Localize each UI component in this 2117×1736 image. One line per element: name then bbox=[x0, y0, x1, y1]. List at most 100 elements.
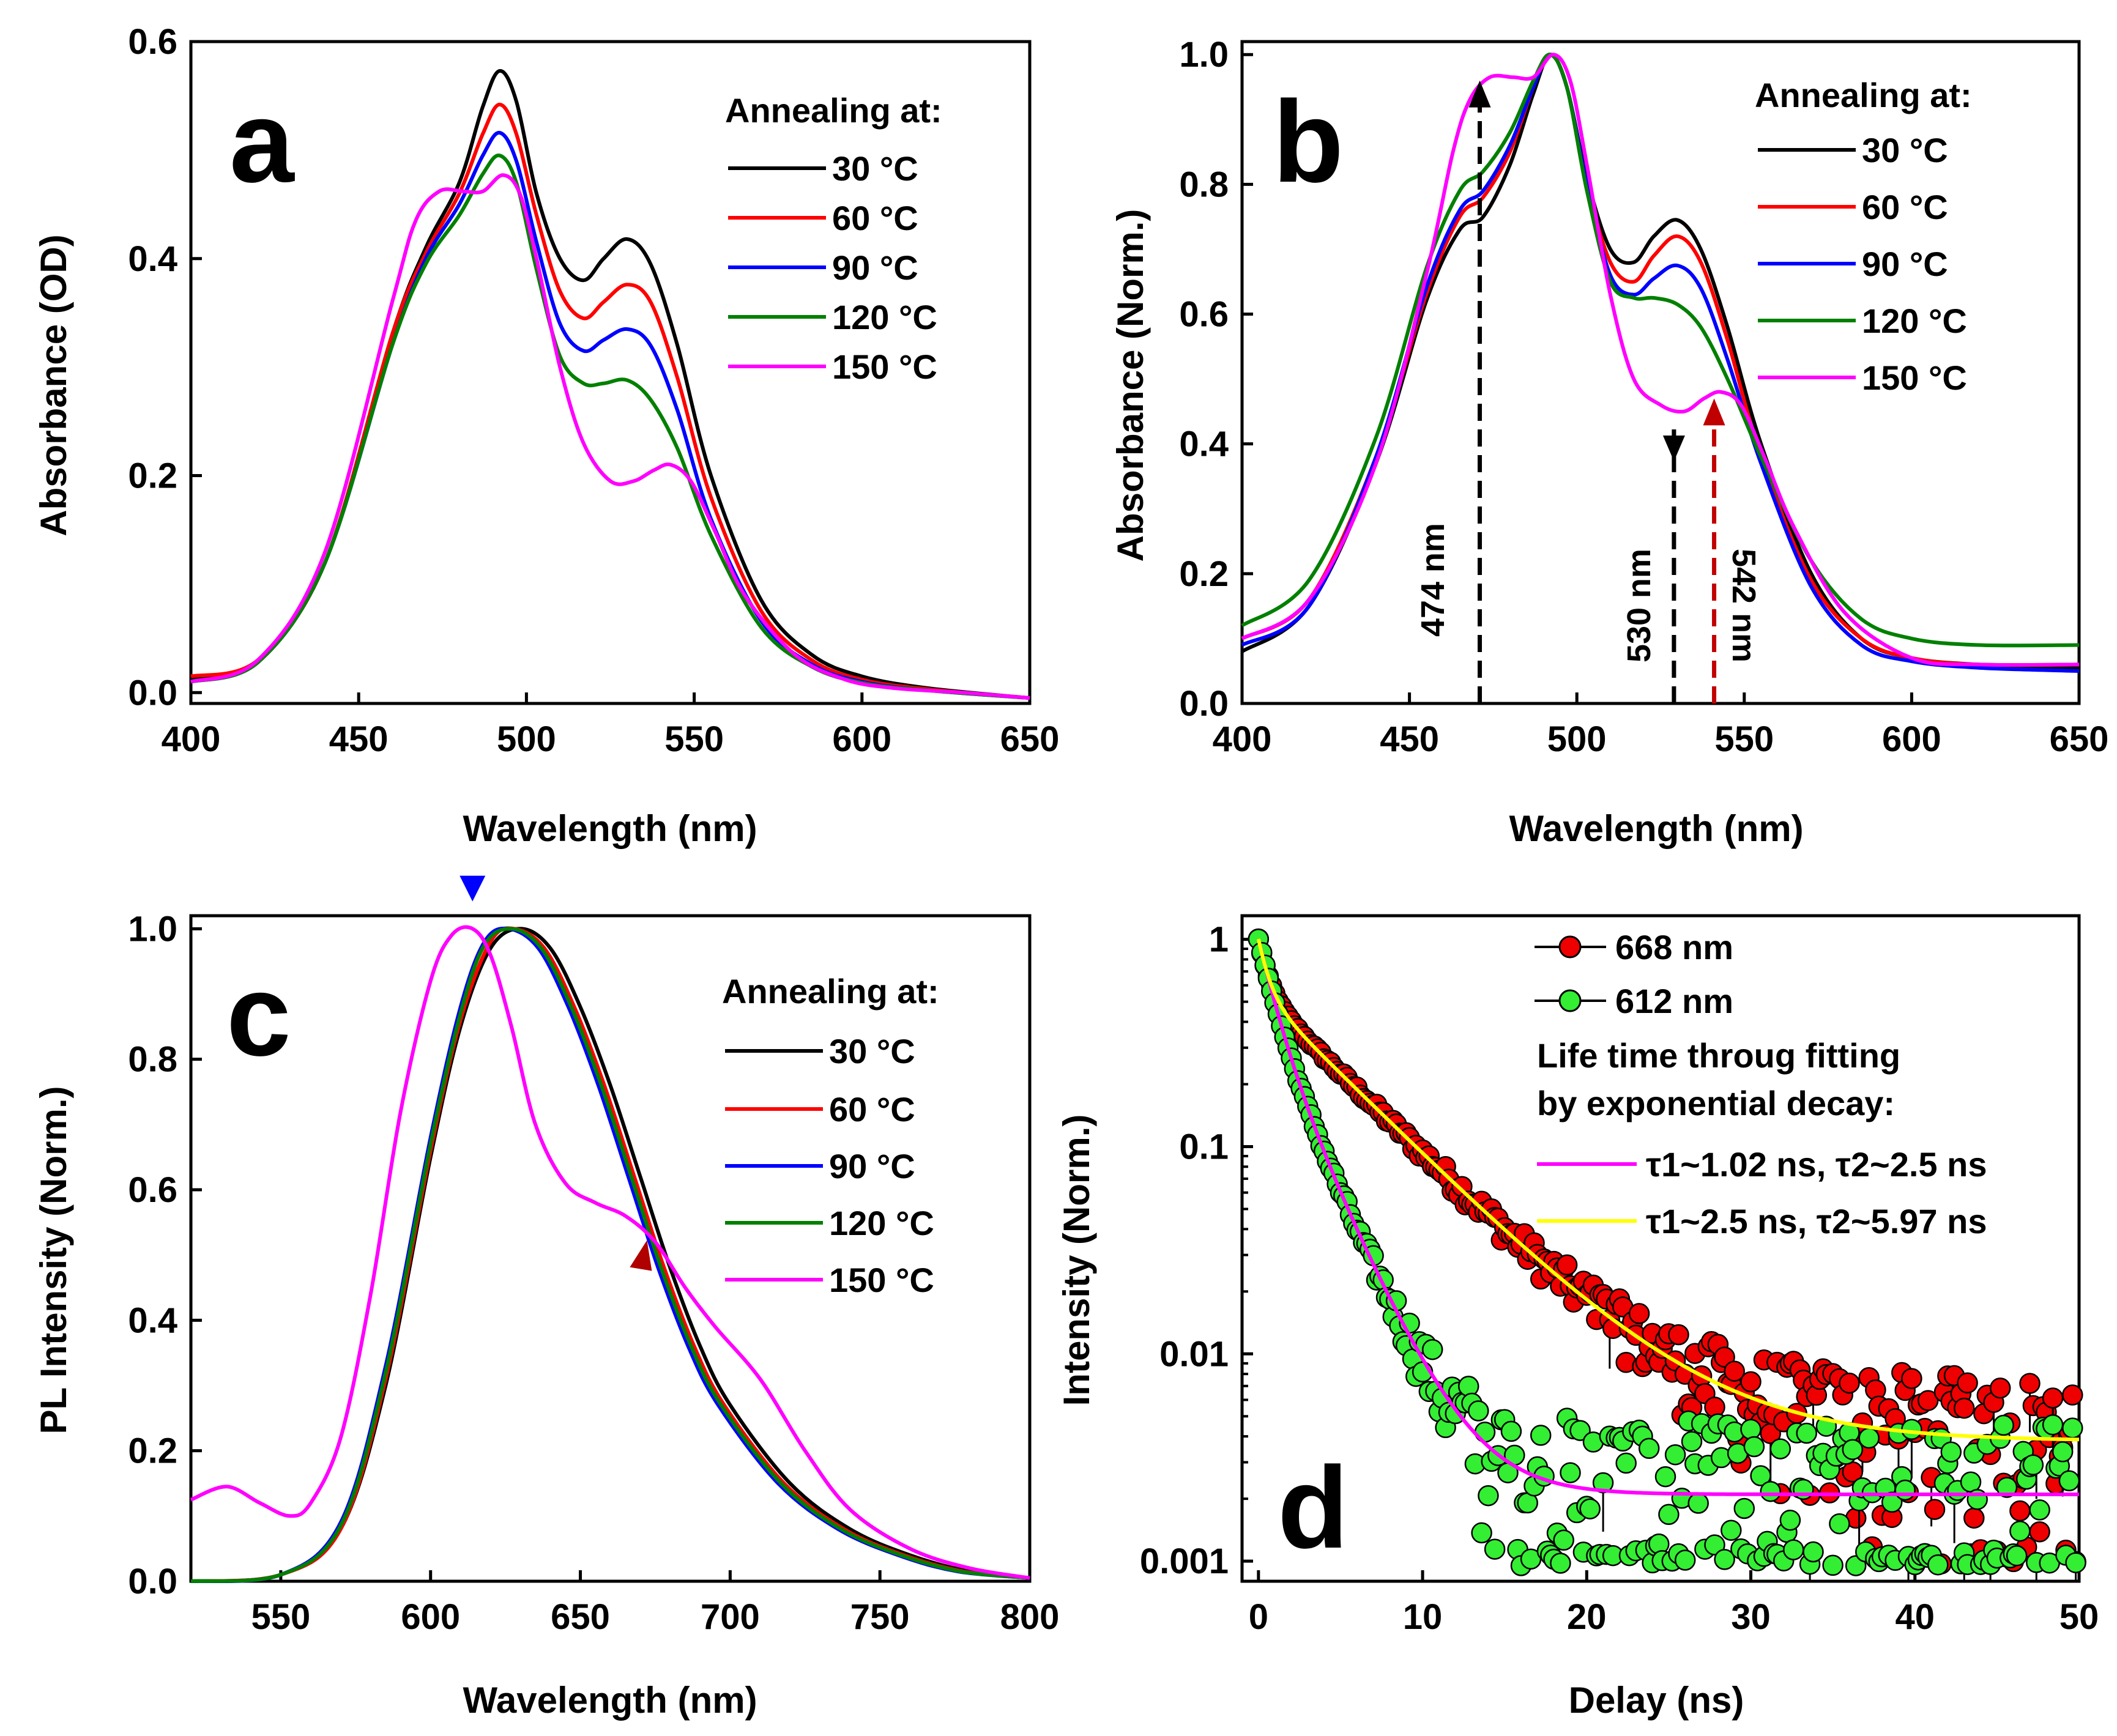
panel-d-point bbox=[2065, 1552, 2086, 1573]
panel-d-point bbox=[1803, 1541, 1824, 1563]
panel-a-ytick-label: 0.0 bbox=[128, 673, 177, 713]
panel-d-fit-1 bbox=[1256, 938, 2079, 1497]
panel-d-legend-text-668: 668 nm bbox=[1615, 928, 1733, 966]
panel-a-xtick-label: 400 bbox=[162, 719, 221, 759]
panel-d-point bbox=[1638, 1437, 1660, 1460]
panel-a-xtick-label: 650 bbox=[1000, 719, 1060, 759]
panel-d-point bbox=[2042, 1387, 2064, 1409]
panel-d-point bbox=[1963, 1507, 1985, 1529]
panel-c-markers bbox=[459, 875, 652, 1271]
panel-d-point bbox=[1793, 1478, 1814, 1500]
panel-b-axes-box bbox=[1240, 40, 2081, 705]
panel-b-legend-text-120: 120 °C bbox=[1862, 302, 1967, 340]
panel-d-point bbox=[1654, 1466, 1676, 1488]
panel-d-point bbox=[1714, 1549, 1735, 1570]
panel-d-point bbox=[1550, 1552, 1571, 1574]
panel-d-point bbox=[1468, 1400, 1489, 1422]
panel-d-point bbox=[1779, 1509, 1801, 1531]
panel-a-legend-text-90: 90 °C bbox=[832, 248, 918, 287]
panel-d-point bbox=[1628, 1303, 1650, 1324]
panel-c-series-30 bbox=[190, 927, 1030, 1583]
panel-d-point bbox=[2009, 1500, 2031, 1522]
panel-d-point bbox=[1500, 1420, 1522, 1442]
panel-d-legend-text-decay: by exponential decay: bbox=[1537, 1084, 1895, 1122]
panel-b-annot-530: 530 nm bbox=[1621, 549, 1658, 662]
panel-d-point bbox=[1592, 1472, 1614, 1494]
panel-c-xtick-label: 550 bbox=[251, 1597, 311, 1637]
panel-d-ytick-label: 0.01 bbox=[1159, 1334, 1229, 1374]
panel-a-ytick-label: 0.2 bbox=[128, 456, 177, 496]
panel-c-ytick-label: 0.8 bbox=[128, 1040, 177, 1080]
panel-b-arrow-head bbox=[1662, 436, 1685, 462]
panel-a-series-60 bbox=[190, 102, 1030, 700]
panel-d-point bbox=[2022, 1454, 2044, 1476]
panel-c-letter: c bbox=[226, 951, 291, 1080]
panel-d-point bbox=[2042, 1414, 2064, 1436]
panel-b-legend-text-90: 90 °C bbox=[1862, 245, 1948, 283]
panel-d-ytick-label: 1 bbox=[1209, 920, 1229, 960]
panel-d-point bbox=[1687, 1493, 1709, 1514]
panel-d-legend-marker-612 bbox=[1558, 989, 1582, 1012]
panel-d-point bbox=[1829, 1513, 1850, 1535]
panel-d-point bbox=[1901, 1419, 1922, 1441]
panel-d-point bbox=[1704, 1534, 1725, 1556]
panel-d-point bbox=[1740, 1371, 1762, 1393]
panel-b-xlabel: Wavelength (nm) bbox=[1509, 808, 1803, 849]
panel-d-point bbox=[1457, 1376, 1479, 1397]
panel-b-arrows bbox=[1468, 80, 1725, 703]
panel-c-axes-box bbox=[189, 914, 1032, 1583]
panel-d-point bbox=[1724, 1360, 1745, 1382]
panel-d-point bbox=[1478, 1485, 1499, 1507]
panel-c-xtick-label: 800 bbox=[1000, 1597, 1060, 1637]
panel-d-point bbox=[1556, 1254, 1578, 1276]
panel-d-point bbox=[1960, 1471, 1982, 1493]
panel-d-point bbox=[1674, 1549, 1696, 1571]
panel-d-point bbox=[1924, 1499, 1946, 1520]
panel-d-point bbox=[1953, 1397, 1975, 1419]
panel-d-point bbox=[1471, 1522, 1492, 1544]
panel-d-point bbox=[1733, 1497, 1755, 1519]
panel-d-point bbox=[1917, 1390, 1939, 1411]
panel-b: 400 450 500 550 600 650 0.0 0.2 0.4 0.6 0.8 1.0 b W… bbox=[1110, 35, 2108, 849]
panel-d-axes-box bbox=[1240, 914, 2081, 1583]
panel-c-xlabel: Wavelength (nm) bbox=[463, 1680, 757, 1721]
panel-b-ytick-label: 0.6 bbox=[1179, 295, 1229, 335]
panel-d-point bbox=[1579, 1498, 1601, 1519]
panel-d-point bbox=[1750, 1465, 1771, 1486]
panel-a-legend-text-30: 30 °C bbox=[832, 149, 918, 188]
panel-a-xtick-label: 600 bbox=[832, 719, 891, 759]
panel-d-point bbox=[1740, 1419, 1762, 1440]
panel-d-point bbox=[1668, 1324, 1689, 1346]
panel-b-annot-474: 474 nm bbox=[1415, 523, 1451, 637]
panel-b-legend-text-60: 60 °C bbox=[1862, 188, 1948, 226]
panel-c-series-150 bbox=[190, 925, 1030, 1580]
panel-b-legend-text-150: 150 °C bbox=[1862, 358, 1967, 397]
panel-d-point bbox=[1553, 1529, 1574, 1551]
panel-d: 0 10 20 30 40 50 1 0.1 0.01 0.001 Delay (ns) Inte… bbox=[1056, 914, 2099, 1721]
panel-c-marker-triangle-up bbox=[630, 1240, 652, 1271]
panel-d-point bbox=[2058, 1470, 2080, 1492]
panel-d-point bbox=[1560, 1462, 1581, 1483]
panel-b-xtick-label: 400 bbox=[1213, 719, 1272, 759]
panel-d-point bbox=[1615, 1452, 1637, 1474]
panel-b-series-120 bbox=[1241, 53, 2080, 648]
panel-d-legend-text-lifetime: Life time throug fitting bbox=[1537, 1036, 1900, 1075]
panel-a-letter: a bbox=[229, 77, 295, 207]
panel-d-letter: d bbox=[1278, 1443, 1349, 1573]
panel-b-xtick-label: 650 bbox=[2050, 719, 2109, 759]
panel-a-plot-area bbox=[190, 69, 1030, 700]
panel-c-ytick-label: 0.4 bbox=[128, 1300, 177, 1340]
panel-c-ytick-label: 0.2 bbox=[128, 1431, 177, 1471]
panel-c-xtick-label: 600 bbox=[401, 1597, 460, 1637]
panel-b-letter: b bbox=[1273, 77, 1344, 207]
panel-d-point bbox=[1796, 1422, 1817, 1444]
panel-b-legend-title: Annealing at: bbox=[1755, 76, 1972, 114]
panel-b-xtick-label: 450 bbox=[1380, 719, 1439, 759]
panel-d-point bbox=[1421, 1338, 1443, 1360]
panel-b-legend-text-30: 30 °C bbox=[1862, 131, 1948, 169]
panel-d-point bbox=[2062, 1384, 2083, 1406]
panel-a-xtick-label: 500 bbox=[497, 719, 556, 759]
panel-d-ytick-label: 0.001 bbox=[1140, 1541, 1229, 1581]
panel-d-point bbox=[1858, 1427, 1880, 1449]
panel-b-ytick-label: 0.4 bbox=[1179, 425, 1229, 464]
